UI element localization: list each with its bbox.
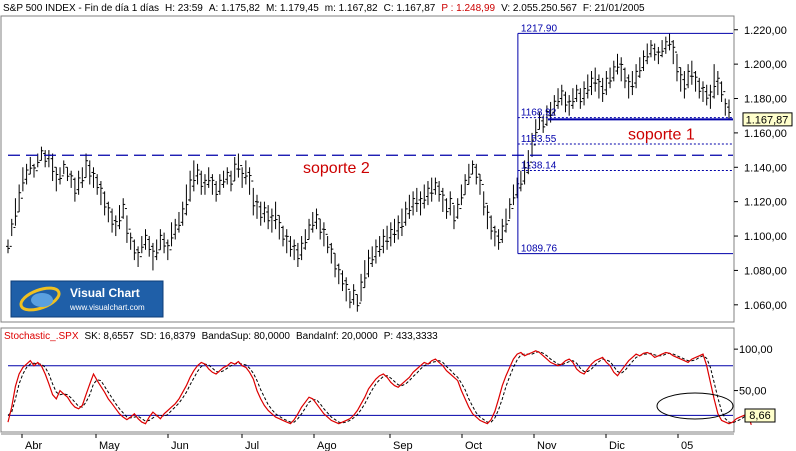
- header-field-3: M: 1.179,45: [266, 3, 319, 14]
- stochastic-sk-line: [7, 350, 752, 425]
- fib-level-label: 1168.92: [521, 108, 557, 119]
- price-bars: [6, 33, 731, 312]
- logo-swoosh-icon: [19, 286, 61, 312]
- price-axis-label: 1.200,00: [744, 59, 787, 71]
- time-axis-label: Dic: [609, 440, 625, 451]
- time-axis-label: Jun: [171, 440, 189, 451]
- logo-url: www.visualchart.com: [69, 303, 145, 312]
- stochastic-panel[interactable]: Stochastic_.SPX SK: 8,6557 SD: 16,8379 Band…: [0, 327, 756, 433]
- logo-inner-shade: [10, 280, 164, 318]
- stochastic-axis-label: 50,00: [739, 386, 767, 398]
- price-panel[interactable]: 1217.90 1168.92 1153.55 1138.14 1089.76 sopo…: [0, 15, 735, 323]
- header-field-5: C: 1.167,87: [384, 3, 436, 14]
- price-axis-label: 1.160,00: [744, 128, 787, 140]
- header-field-4: m: 1.167,82: [325, 3, 378, 14]
- support-2-label: soporte 2: [303, 160, 370, 177]
- header-field-0: S&P 500 INDEX - Fin de día 1 días: [3, 3, 159, 14]
- fib-level-label: 1153.55: [521, 134, 557, 145]
- price-axis-label: 1.140,00: [744, 162, 787, 174]
- last-stochastic-value: 8,66: [749, 410, 770, 422]
- last-stochastic-label: 8,66: [744, 408, 776, 423]
- time-axis-label: Abr: [25, 440, 42, 451]
- header-field-2: A: 1.175,82: [209, 3, 261, 14]
- last-stochastic-box: [744, 408, 776, 423]
- visualchart-logo: Visual Chart www.visualchart.com: [10, 280, 164, 318]
- logo-globe-icon: [31, 293, 53, 307]
- stochastic-panel-frame: [0, 327, 735, 433]
- stochastic-legend-field-4: BandaInf: 20,0000: [296, 331, 378, 342]
- last-price-label: 1.167,87: [742, 112, 793, 127]
- price-axis: 1.220,00 1.200,00 1.180,00 1.160,00 1.140,00…: [734, 25, 787, 312]
- time-axis-label: Sep: [393, 440, 413, 451]
- last-price-box: [742, 112, 793, 127]
- stochastic-legend-field-2: SD: 16,8379: [140, 331, 196, 342]
- stochastic-axis-label: 100,00: [739, 344, 773, 356]
- header-field-1: H: 23:59: [165, 3, 203, 14]
- header-field-8: F: 21/01/2005: [583, 3, 645, 14]
- price-axis-label: 1.060,00: [744, 300, 787, 312]
- stochastic-lines: [7, 350, 756, 425]
- time-axis-label: Ago: [317, 440, 337, 451]
- support-lines[interactable]: soporte 1 soporte 2: [8, 118, 733, 177]
- stochastic-legend: Stochastic_.SPX SK: 8,6557 SD: 16,8379 Band…: [4, 331, 438, 342]
- price-axis-label: 1.100,00: [744, 231, 787, 243]
- fib-level-label: 1217.90: [521, 23, 558, 34]
- fib-level-label: 1089.76: [521, 244, 558, 255]
- time-axis-label: Oct: [465, 440, 482, 451]
- support-1-label: soporte 1: [628, 126, 695, 143]
- header-field-6: P : 1.248,99: [441, 3, 495, 14]
- stochastic-legend-field-1: SK: 8,6557: [84, 331, 134, 342]
- chart-header: S&P 500 INDEX - Fin de día 1 días H: 23:5…: [3, 3, 645, 14]
- stochastic-legend-field-0: Stochastic_.SPX: [4, 331, 79, 342]
- price-axis-label: 1.220,00: [744, 25, 787, 37]
- stochastic-sd-line: [7, 351, 756, 424]
- fib-level-label: 1138.14: [521, 160, 557, 171]
- time-axis-label: Jul: [245, 440, 259, 451]
- oversold-highlight-ellipse: [656, 392, 734, 420]
- time-axis-label: 05: [681, 440, 693, 451]
- stochastic-legend-field-3: BandaSup: 80,0000: [202, 331, 291, 342]
- fibonacci-retracement[interactable]: 1217.90 1168.92 1153.55 1138.14 1089.76: [517, 23, 733, 255]
- time-axis-label: Nov: [537, 440, 557, 451]
- price-panel-frame: [0, 15, 735, 323]
- time-axis-label: May: [99, 440, 120, 451]
- stochastic-axis: 100,00 50,00: [734, 344, 773, 398]
- price-axis-label: 1.180,00: [744, 94, 787, 106]
- time-axis: Abr May Jun Jul Ago Sep Oct Nov Dic 05: [1, 433, 734, 451]
- stochastic-legend-field-5: P: 433,3333: [384, 331, 438, 342]
- header-field-7: V: 2.055.250.567: [501, 3, 577, 14]
- logo-title: Visual Chart: [70, 286, 140, 300]
- price-axis-label: 1.080,00: [744, 265, 787, 277]
- price-axis-label: 1.120,00: [744, 197, 787, 209]
- last-price-value: 1.167,87: [746, 114, 789, 126]
